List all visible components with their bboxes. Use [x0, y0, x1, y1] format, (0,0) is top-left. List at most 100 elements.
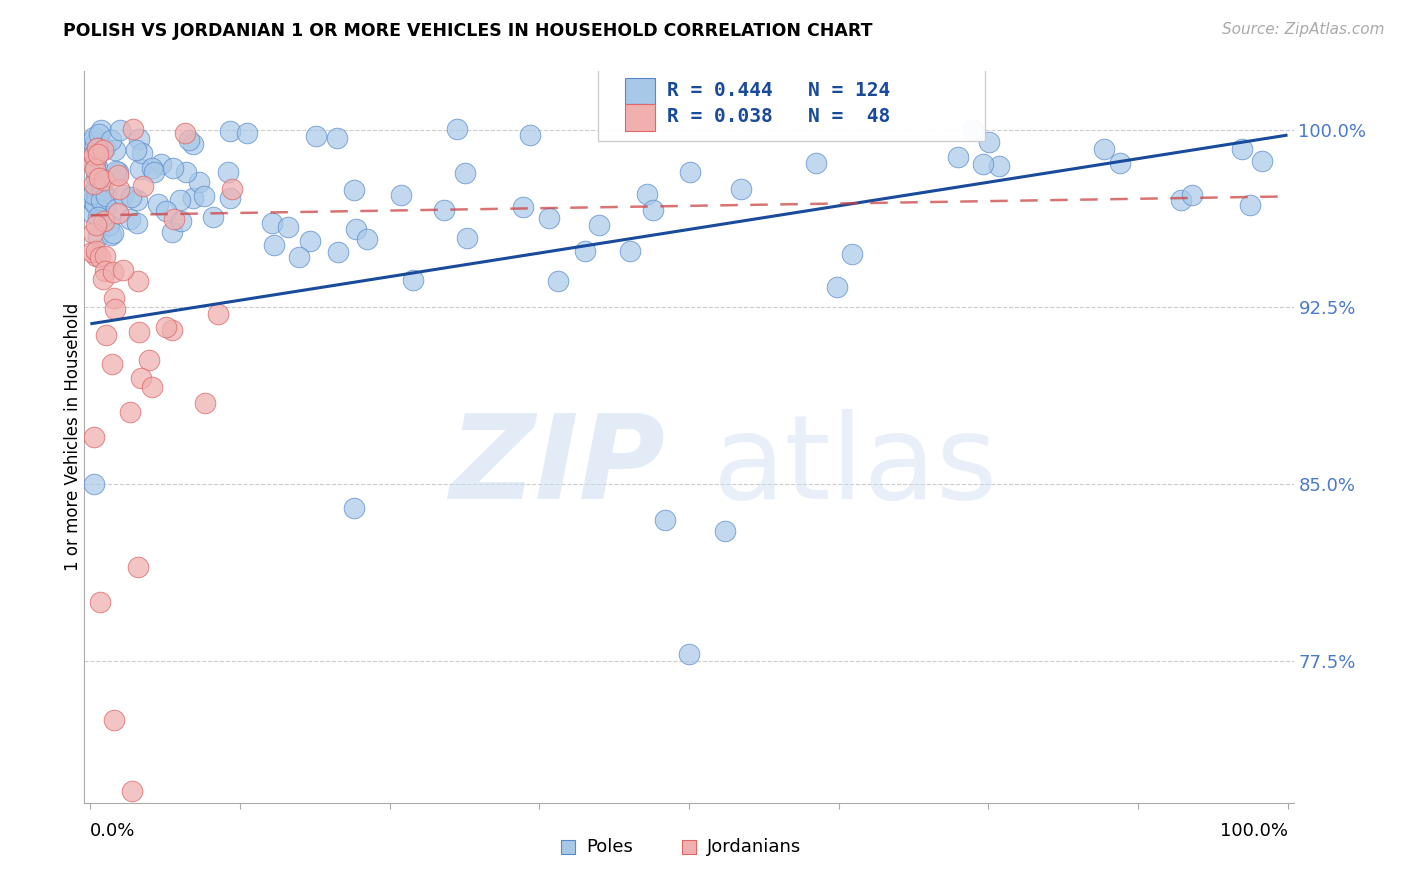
Point: [82, 187, 104, 202]
Point: [83, 177, 105, 191]
Point: [107, 206, 129, 220]
Point: [101, 265, 124, 279]
Point: [96, 328, 118, 343]
Point: [86, 190, 108, 204]
Point: [138, 353, 160, 368]
Point: [1230, 142, 1253, 156]
Point: [988, 159, 1011, 173]
Text: 0.0%: 0.0%: [90, 822, 136, 839]
Point: [181, 136, 204, 151]
Point: [120, 190, 142, 204]
Point: [183, 190, 205, 204]
Point: [84, 182, 107, 196]
Point: [202, 210, 225, 224]
Point: [730, 182, 752, 196]
Point: [120, 211, 142, 226]
Point: [170, 214, 193, 228]
Point: [841, 247, 863, 261]
Point: [87, 141, 110, 155]
Point: [87, 171, 110, 186]
Point: [100, 227, 122, 242]
Point: [87, 141, 110, 155]
Point: [972, 157, 994, 171]
Point: [643, 203, 665, 218]
Text: R = 0.444   N = 124: R = 0.444 N = 124: [668, 80, 890, 100]
Y-axis label: 1 or more Vehicles in Household: 1 or more Vehicles in Household: [65, 303, 82, 571]
Point: [84, 162, 107, 177]
Point: [1181, 187, 1204, 202]
Point: [128, 325, 150, 339]
Bar: [624, 78, 655, 104]
Point: [236, 126, 259, 140]
Point: [619, 244, 641, 259]
Point: [678, 647, 700, 661]
Point: [91, 211, 114, 225]
Point: [193, 188, 215, 202]
Point: [162, 161, 184, 176]
Point: [100, 357, 122, 371]
Point: [108, 182, 131, 196]
Point: [80, 244, 103, 259]
Point: [221, 182, 243, 196]
Point: [129, 161, 152, 176]
Point: [402, 273, 425, 287]
Point: [93, 263, 115, 277]
Point: [454, 166, 477, 180]
Point: [177, 133, 200, 147]
Point: [127, 216, 149, 230]
Point: [82, 149, 104, 163]
Point: [83, 130, 105, 145]
Point: [217, 164, 239, 178]
Text: ZIP: ZIP: [449, 409, 665, 524]
Point: [1092, 143, 1115, 157]
Text: Source: ZipAtlas.com: Source: ZipAtlas.com: [1222, 22, 1385, 37]
Text: Poles: Poles: [586, 838, 633, 855]
Point: [325, 131, 347, 145]
Point: [389, 188, 412, 202]
Point: [143, 165, 166, 179]
Point: [89, 595, 111, 609]
Point: [288, 250, 311, 264]
Point: [141, 379, 163, 393]
Point: [86, 160, 108, 174]
Point: [174, 126, 197, 140]
Point: [82, 194, 104, 209]
Point: [263, 238, 285, 252]
Point: [83, 430, 105, 444]
Point: [93, 214, 115, 228]
Point: [100, 133, 122, 147]
Point: [104, 302, 127, 317]
Point: [163, 212, 186, 227]
Point: [962, 122, 984, 136]
FancyBboxPatch shape: [599, 59, 986, 141]
Point: [103, 291, 125, 305]
Point: [588, 219, 610, 233]
Point: [262, 216, 284, 230]
Point: [343, 500, 366, 515]
Point: [714, 524, 737, 539]
Text: 100.0%: 100.0%: [1219, 822, 1288, 839]
Text: atlas: atlas: [713, 409, 998, 524]
Point: [82, 227, 104, 241]
Point: [342, 183, 364, 197]
Point: [277, 220, 299, 235]
Point: [299, 234, 322, 248]
Point: [86, 218, 108, 232]
Point: [121, 121, 143, 136]
Point: [84, 188, 107, 202]
Point: [433, 203, 456, 218]
Point: [89, 128, 111, 142]
Point: [129, 370, 152, 384]
Point: [446, 122, 468, 136]
Point: [512, 200, 534, 214]
Point: [148, 197, 170, 211]
Point: [93, 249, 115, 263]
Point: [83, 477, 105, 491]
Point: [344, 222, 367, 236]
Point: [103, 713, 125, 727]
Point: [121, 784, 143, 798]
Point: [979, 135, 1001, 149]
Point: [219, 191, 242, 205]
Point: [120, 405, 142, 419]
Point: [93, 272, 115, 286]
